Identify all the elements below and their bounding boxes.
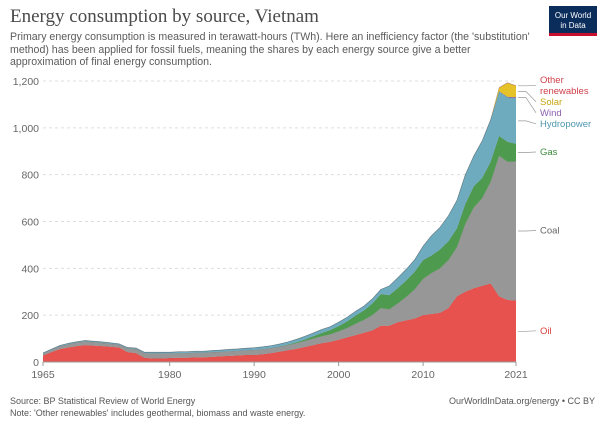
label-leader [518,97,537,113]
credit-link[interactable]: OurWorldInData.org/energy • CC BY [448,396,595,406]
y-tick-label: 400 [21,263,39,275]
y-tick-label: 800 [21,170,39,182]
x-tick-label: 1980 [158,369,182,381]
label-leader [518,84,537,87]
area-edge [42,82,517,354]
series-label-coal: Coal [540,225,560,236]
chart-subtitle: Primary energy consumption is measured i… [10,31,530,68]
label-leader [518,151,537,153]
logo-line-2: in Data [560,21,586,30]
owid-logo[interactable]: Our World in Data [549,6,597,36]
y-tick-label: 1,000 [13,123,39,135]
x-tick-label: 2021 [504,369,528,381]
area-edge [42,91,517,354]
chart-title: Energy consumption by source, Vietnam [10,6,319,27]
area-gas [43,136,516,354]
area-hydropower [43,91,516,354]
series-label-solar: Solar [540,97,562,108]
label-leader [518,120,537,125]
label-leader [518,230,537,232]
series-label-gas: Gas [540,147,558,158]
y-tick-label: 200 [21,310,39,322]
footnote: Note: 'Other renewables' includes geothe… [10,408,306,418]
label-leader [518,330,537,332]
logo-line-1: Our World [554,11,592,20]
y-tick-label: 600 [21,217,39,229]
source-note[interactable]: Source: BP Statistical Review of World E… [10,396,196,406]
label-leader [518,91,537,103]
area-oil [43,283,516,362]
y-tick-label: 0 [33,357,39,369]
x-tick-label: 2010 [411,369,435,381]
area-edge [42,90,517,354]
series-label-hydropower: Hydropower [540,119,591,130]
area-edge [42,82,517,354]
x-tick-label: 1965 [31,369,55,381]
series-label-other-renewables: Other [540,75,564,86]
x-tick-label: 2000 [327,369,351,381]
area-coal [43,155,516,359]
series-label-other-renewables: renewables [540,86,589,97]
y-tick-label: 1,200 [13,76,39,88]
series-label-oil: Oil [540,326,552,337]
logo-accent-bar [549,33,597,36]
series-label-wind: Wind [540,108,562,119]
x-tick-label: 1990 [242,369,266,381]
